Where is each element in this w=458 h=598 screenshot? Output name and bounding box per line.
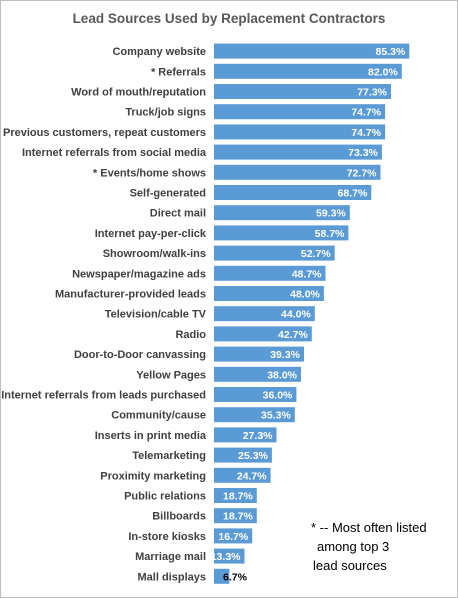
- value-label: 39.3%: [270, 349, 300, 361]
- category-label: Proximity marketing: [100, 470, 206, 482]
- category-label: * Previous customers, repeat customers: [1, 127, 206, 139]
- bar: [214, 407, 295, 423]
- value-label: 25.3%: [238, 450, 268, 462]
- bar: [214, 43, 410, 59]
- bar: [214, 63, 402, 79]
- bar: [214, 387, 297, 402]
- category-label: Radio: [175, 329, 206, 341]
- bar: [214, 488, 257, 503]
- value-label: 48.0%: [290, 289, 320, 301]
- value-label: 77.3%: [357, 87, 387, 99]
- bar: [214, 245, 335, 261]
- category-label: In-store kiosks: [128, 531, 206, 543]
- category-label: Internet referrals from leads purchased: [1, 390, 206, 402]
- value-label: 74.7%: [351, 107, 381, 119]
- value-label: 16.7%: [218, 531, 248, 543]
- category-label: Internet pay-per-click: [95, 228, 207, 240]
- value-label: 48.7%: [292, 268, 322, 280]
- value-label: 18.7%: [223, 491, 253, 503]
- category-labels-group: Company website * Referrals Word of mouth/…: [1, 46, 207, 583]
- bar: [214, 124, 386, 140]
- value-label: 27.3%: [243, 430, 273, 442]
- value-label: 35.3%: [261, 410, 291, 422]
- bar: [214, 366, 301, 382]
- bar: [214, 508, 257, 524]
- category-label: Telemarketing: [132, 450, 206, 462]
- bar: [214, 528, 253, 544]
- value-label: 52.7%: [301, 248, 331, 260]
- bar: [214, 265, 326, 281]
- bars-group: [214, 43, 410, 584]
- bar: [214, 467, 271, 483]
- footnote-line: among top 3: [317, 539, 389, 554]
- value-label: 68.7%: [338, 188, 368, 200]
- bar: [214, 164, 381, 180]
- bar: [214, 346, 304, 362]
- category-label: Mall displays: [138, 571, 206, 583]
- value-label: 36.0%: [263, 390, 293, 402]
- footnote-line: * -- Most often listed: [311, 520, 427, 535]
- value-label: 6.7%: [223, 571, 248, 583]
- bar: [214, 205, 350, 221]
- footnote: * -- Most often listed among top 3 lead s…: [311, 520, 427, 573]
- value-label: 73.3%: [348, 147, 378, 159]
- value-label: 38.0%: [267, 369, 297, 381]
- value-labels-group: 85.3% 82.0% 77.3% 74.7% 74.7% 73.3% 72.7% 68.7%…: [211, 46, 406, 583]
- bar: [214, 548, 245, 564]
- category-label: Television/cable TV: [105, 309, 207, 321]
- bar: [214, 84, 391, 99]
- bar: [214, 104, 386, 120]
- bar: [214, 185, 372, 200]
- value-label: 13.3%: [211, 551, 241, 563]
- bar: [214, 286, 324, 301]
- category-label: Showroom/walk-ins: [103, 248, 206, 260]
- bar: [214, 326, 312, 342]
- category-label: * Events/home shows: [93, 167, 206, 179]
- bar: [214, 306, 315, 322]
- value-label: 59.3%: [316, 208, 346, 220]
- footnote-line: lead sources: [313, 558, 387, 573]
- category-label: Manufacturer-provided leads: [55, 289, 206, 301]
- bar: [214, 144, 382, 160]
- chart-title: Lead Sources Used by Replacement Contrac…: [73, 11, 386, 26]
- value-label: 44.0%: [281, 309, 311, 321]
- category-label: Word of mouth/reputation: [71, 87, 206, 99]
- value-label: 24.7%: [237, 470, 267, 482]
- category-label: * Referrals: [151, 66, 206, 78]
- category-label: Community/cause: [111, 410, 206, 422]
- value-label: 18.7%: [223, 511, 253, 523]
- value-label: 72.7%: [347, 167, 377, 179]
- category-label: Public relations: [124, 491, 206, 503]
- value-label: 82.0%: [368, 66, 398, 78]
- category-label: Newspaper/magazine ads: [72, 268, 206, 280]
- value-label: 74.7%: [351, 127, 381, 139]
- category-label: Truck/job signs: [125, 107, 206, 119]
- category-label: Internet referrals from social media: [22, 147, 207, 159]
- bar: [214, 427, 277, 443]
- value-label: 42.7%: [278, 329, 308, 341]
- bar: [214, 225, 349, 241]
- value-label: 85.3%: [376, 46, 406, 58]
- category-label: Company website: [112, 46, 206, 58]
- category-label: Yellow Pages: [136, 369, 206, 381]
- category-label: Marriage mail: [135, 551, 206, 563]
- bar: [214, 568, 230, 584]
- category-label: Inserts in print media: [95, 430, 207, 442]
- bar: [214, 447, 272, 463]
- value-label: 58.7%: [315, 228, 345, 240]
- category-label: Direct mail: [150, 208, 206, 220]
- category-label: Billboards: [152, 511, 206, 523]
- category-label: Self-generated: [130, 188, 206, 200]
- category-label: Door-to-Door canvassing: [74, 349, 206, 361]
